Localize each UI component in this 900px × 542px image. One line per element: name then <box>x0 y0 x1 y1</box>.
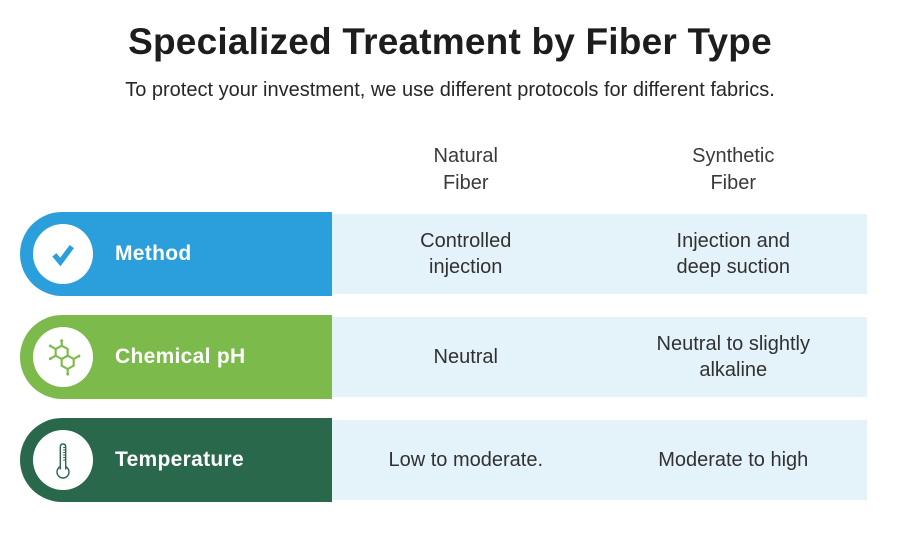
table-row-method: Method Controlled injection Injection an… <box>20 211 867 296</box>
column-header-natural-fiber: Natural Fiber <box>433 144 498 194</box>
cell-chemical-ph-natural: Neutral <box>433 345 498 368</box>
table-row-chemical-ph: Chemical pH Neutral Neutral to slightly … <box>20 314 867 399</box>
row-label-method: Method <box>115 241 192 265</box>
row-label-pill-temperature: Temperature <box>20 417 332 502</box>
checkmark-icon <box>33 223 93 284</box>
comparison-table: Method Controlled injection Injection an… <box>0 211 900 502</box>
row-label-pill-method: Method <box>20 211 332 296</box>
cell-temperature-natural: Low to moderate. <box>388 448 544 471</box>
row-values-temperature: Low to moderate. Moderate to high <box>332 419 867 500</box>
cell-temperature-synthetic: Moderate to high <box>658 448 809 471</box>
cell-chemical-ph-synthetic: Neutral to slightly alkaline <box>656 332 810 381</box>
table-row-temperature: Temperature Low to moderate. Moderate to… <box>20 417 867 502</box>
thermometer-icon <box>33 429 93 490</box>
column-headers: Natural Fiber Synthetic Fiber <box>332 143 867 197</box>
row-label-chemical-ph: Chemical pH <box>115 344 246 368</box>
column-header-synthetic-fiber: Synthetic Fiber <box>692 144 775 194</box>
molecule-icon <box>33 326 93 387</box>
page-subtitle: To protect your investment, we use diffe… <box>125 78 775 101</box>
page-title: Specialized Treatment by Fiber Type <box>128 21 772 62</box>
cell-method-synthetic: Injection and deep suction <box>676 229 790 278</box>
row-label-pill-chemical-ph: Chemical pH <box>20 314 332 399</box>
row-label-temperature: Temperature <box>115 447 244 471</box>
row-values-method: Controlled injection Injection and deep … <box>332 213 867 294</box>
row-values-chemical-ph: Neutral Neutral to slightly alkaline <box>332 316 867 397</box>
cell-method-natural: Controlled injection <box>420 229 512 278</box>
